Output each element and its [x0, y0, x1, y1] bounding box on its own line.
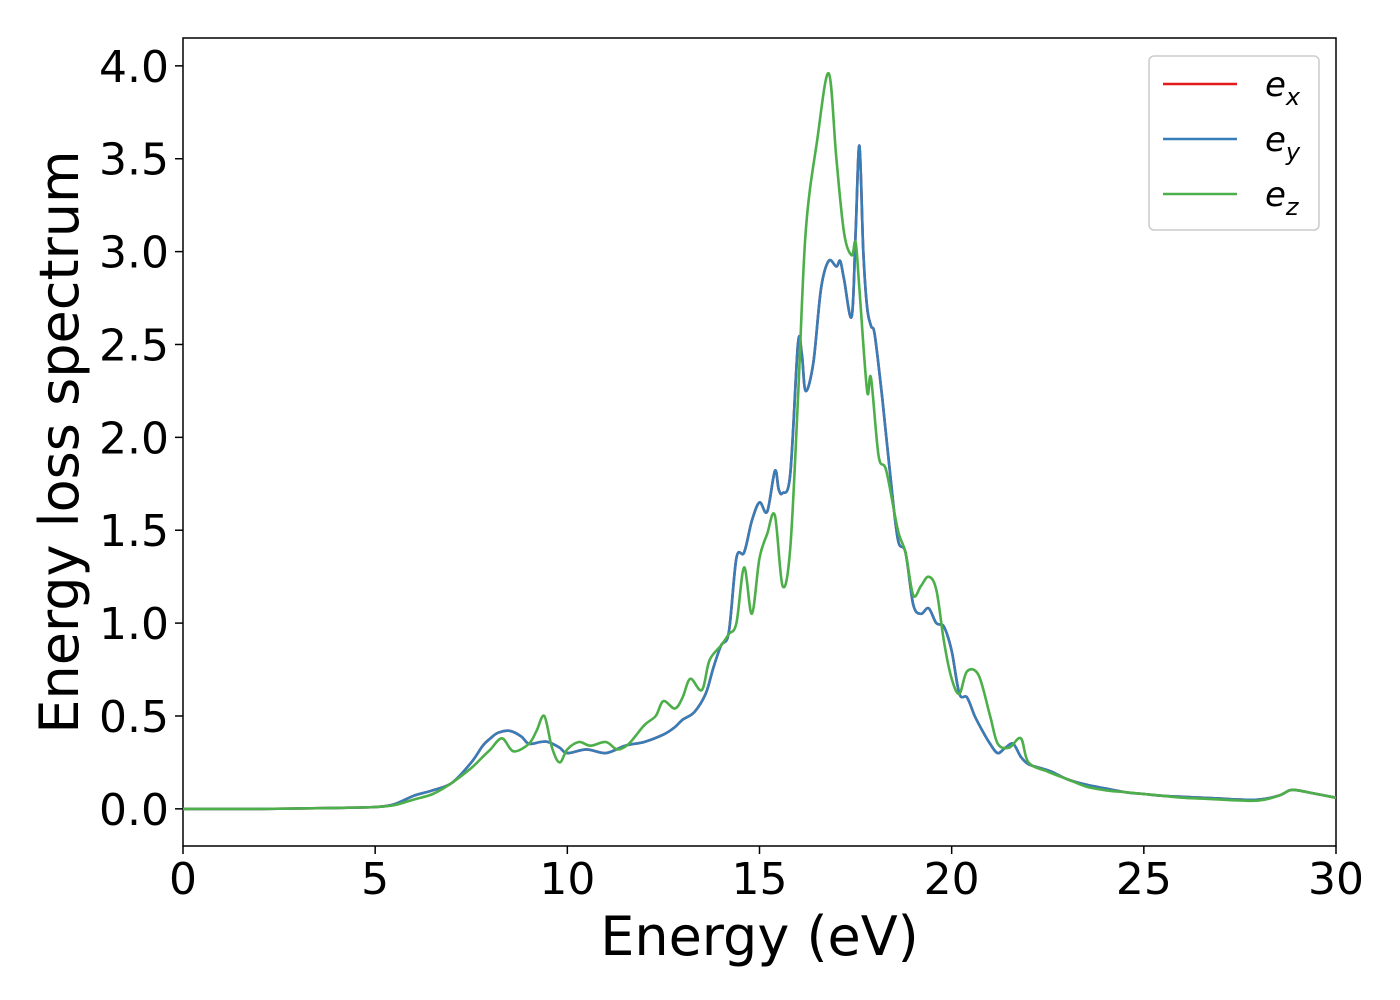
y-tick-label: 0.0 — [99, 785, 169, 836]
legend-label-base: e — [1265, 120, 1286, 160]
y-tick-label: 1.0 — [99, 599, 169, 650]
x-axis-ticks: 0 5 10 15 20 25 30 — [169, 846, 1364, 905]
legend-label-e_x: ex — [1265, 65, 1301, 111]
legend-label-subscript: x — [1285, 83, 1301, 111]
y-tick-label: 1.5 — [99, 506, 169, 557]
series-layer — [183, 71, 1336, 811]
y-tick-label: 0.5 — [99, 692, 169, 743]
x-tick-label: 20 — [924, 854, 980, 905]
y-tick-label: 2.5 — [99, 320, 169, 371]
x-tick-label: 30 — [1308, 854, 1364, 905]
legend-label-base: e — [1265, 175, 1286, 215]
x-tick-label: 10 — [539, 854, 595, 905]
legend-label-subscript: y — [1285, 138, 1301, 166]
y-axis-title: Energy loss spectrum — [28, 150, 91, 733]
y-tick-label: 4.0 — [99, 42, 169, 93]
x-tick-label: 25 — [1116, 854, 1172, 905]
legend-box — [1148, 55, 1320, 231]
x-axis-title: Energy (eV) — [600, 905, 919, 968]
legend-label-e_z: ez — [1265, 175, 1300, 221]
series-line-e_y — [183, 144, 1336, 811]
series-line-e_z — [183, 71, 1336, 811]
y-axis-ticks: 0.0 0.5 1.0 1.5 2.0 2.5 3.0 3.5 4.0 — [99, 42, 183, 836]
legend-label-base: e — [1265, 65, 1286, 105]
legend-label-e_y: ey — [1265, 120, 1301, 166]
x-tick-label: 5 — [361, 854, 389, 905]
y-tick-label: 2.0 — [99, 413, 169, 464]
series-line-e_x — [183, 144, 1336, 811]
y-tick-label: 3.5 — [99, 135, 169, 186]
x-tick-label: 15 — [732, 854, 788, 905]
x-tick-label: 0 — [169, 854, 197, 905]
legend-label-subscript: z — [1285, 193, 1300, 221]
y-tick-label: 3.0 — [99, 228, 169, 279]
